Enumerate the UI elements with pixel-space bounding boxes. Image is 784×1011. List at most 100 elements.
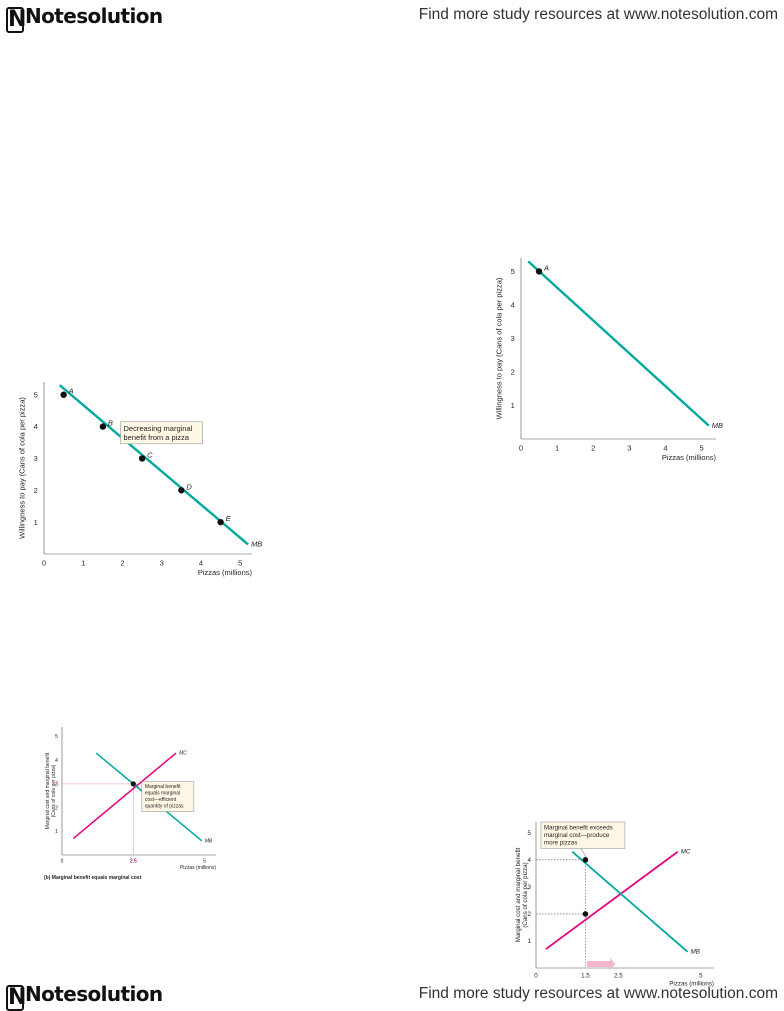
x-axis-label: Pizzas (millions) [180, 865, 216, 871]
footer-logo-text: Notesolution [25, 982, 163, 1006]
callout-text-line: more pizzas [544, 840, 577, 847]
y-tick-label: 3 [55, 782, 58, 788]
y-tick-label: 5 [55, 734, 58, 740]
y-axis-label: Marginal cost and marginal benefit(Cans … [515, 847, 529, 942]
chart-caption: (b) Marginal benefit equals marginal cos… [44, 875, 142, 881]
header-logo[interactable]: NNotesolution [6, 4, 163, 33]
x-tick-label: 1 [555, 443, 559, 452]
y-tick-label: 1 [527, 938, 531, 945]
y-tick-label: 2 [55, 805, 58, 811]
x-tick-label: 2 [591, 443, 595, 452]
y-tick-label: 1 [55, 829, 58, 835]
data-point [582, 857, 589, 863]
callout-text-line: Marginal benefit [145, 784, 181, 790]
series-line-mc [545, 851, 679, 950]
y-tick-label: 4 [55, 758, 58, 764]
series-line-mb [58, 384, 249, 546]
x-tick-label: 5 [203, 859, 206, 865]
series-line-mb [527, 260, 710, 427]
callout-text-line: cost—efficient [145, 797, 177, 803]
series-label-mc: MC [179, 751, 187, 757]
y-axis-label-line: (Cans of cola per pizza) [522, 862, 529, 927]
series-line-mc [72, 752, 177, 839]
x-tick-label: 0 [42, 558, 46, 567]
data-point [535, 268, 543, 275]
callout-box [120, 421, 203, 445]
x-tick-label: 4 [199, 558, 203, 567]
header-tagline[interactable]: Find more study resources at www.notesol… [418, 6, 778, 23]
series-label-mc: MC [681, 849, 691, 856]
callout-text-line: marginal cost—produce [544, 832, 610, 839]
logo-mark-icon: N [6, 985, 26, 1011]
data-point [138, 455, 146, 462]
x-axis-label: Pizzas (millions) [198, 568, 253, 577]
data-point [178, 487, 185, 494]
series-label-mb: MB [712, 421, 723, 430]
y-tick-label: 1 [511, 401, 515, 410]
y-tick-label: 3 [527, 884, 531, 891]
x-tick-label: 1.5 [581, 972, 590, 979]
y-tick-label: 1 [34, 518, 38, 527]
y-tick-label: 3 [511, 334, 515, 343]
x-tick-label: 3 [627, 443, 631, 452]
callout-pointer [580, 848, 587, 858]
y-guide-value: 3 [55, 782, 58, 788]
callout-text-line: quantity of pizzas [145, 804, 184, 810]
series-line-mb [571, 851, 689, 953]
series-label-mb: MB [251, 540, 262, 549]
y-tick-label: 4 [511, 301, 515, 310]
series-label-mb: MB [205, 838, 213, 844]
callout-pointer [135, 782, 143, 792]
y-tick-label: 4 [34, 422, 38, 431]
x-tick-label: 1 [81, 558, 85, 567]
footer-logo[interactable]: NNotesolution [6, 982, 163, 1011]
y-axis-label-line: Marginal cost and marginal benefit [45, 752, 51, 829]
callout-text-line: benefit from a pizza [124, 433, 190, 442]
x-tick-label: 5 [699, 972, 703, 979]
x-tick-label: 4 [663, 443, 667, 452]
callout-text-line: Marginal benefit exceeds [544, 825, 613, 832]
y-tick-label: 3 [34, 454, 38, 463]
x-tick-label: 5 [238, 558, 242, 567]
y-tick-label: 2 [511, 368, 515, 377]
y-tick-label: 5 [511, 267, 515, 276]
header-logo-text: Notesolution [25, 4, 163, 28]
y-tick-label: 5 [34, 390, 38, 399]
point-label-a: A [543, 263, 549, 272]
x-tick-label: 3 [160, 558, 164, 567]
increase-arrow-icon [587, 958, 616, 970]
y-axis-label-line: Marginal cost and marginal benefit [515, 847, 522, 942]
x-guide-value: 2.5 [130, 859, 137, 865]
point-label-b: B [108, 419, 113, 428]
x-axis-label: Pizzas (millions) [662, 453, 717, 462]
point-label-e: E [226, 514, 232, 523]
y-axis-label-line: (Cans of cola per pizza) [51, 764, 57, 817]
data-point [99, 423, 107, 430]
x-tick-label: 0 [534, 972, 538, 979]
y-axis-label: Willingness to pay (Cans of cola per piz… [495, 277, 504, 419]
logo-mark-icon: N [6, 7, 26, 33]
y-tick-label: 5 [527, 830, 531, 837]
point-label-d: D [186, 482, 192, 491]
x-tick-label: 2 [120, 558, 124, 567]
y-axis-label: Willingness to pay (Cans of cola per piz… [18, 397, 27, 539]
y-tick-label: 2 [34, 486, 38, 495]
footer-tagline[interactable]: Find more study resources at www.notesol… [418, 985, 778, 1002]
callout-box [141, 781, 195, 812]
y-axis-label: Marginal cost and marginal benefit(Cans … [45, 752, 57, 829]
point-label-a: A [68, 387, 74, 396]
y-tick-label: 2 [527, 911, 531, 918]
x-tick-label: 0 [61, 859, 64, 865]
x-tick-label: 5 [699, 443, 703, 452]
series-label-mb: MB [691, 949, 700, 956]
data-point [130, 781, 136, 787]
callout-text-line: equals marginal [145, 791, 180, 797]
x-tick-label: 2.5 [614, 972, 623, 979]
callout-box [540, 821, 626, 849]
x-tick-label: 2.5 [130, 859, 137, 865]
data-point [60, 391, 67, 398]
data-point [582, 911, 589, 917]
